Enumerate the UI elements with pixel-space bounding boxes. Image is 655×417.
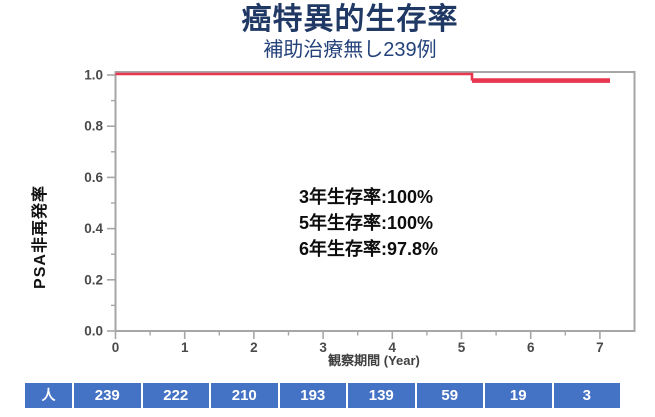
x-tick-label: 7 xyxy=(596,340,604,355)
y-tick-label: 0.0 xyxy=(84,324,103,339)
annotation-line-6yr: 6年生存率:97.8% xyxy=(299,239,439,259)
at-risk-table: 人 239 222 210 193 139 59 19 3 xyxy=(25,383,620,408)
page-title: 癌特異的生存率 xyxy=(241,3,459,36)
x-tick-label: 1 xyxy=(181,340,189,355)
at-risk-cell: 210 xyxy=(211,383,278,408)
at-risk-cell: 222 xyxy=(142,383,209,408)
y-tick-label: 1.0 xyxy=(84,68,103,83)
x-tick-label: 4 xyxy=(389,340,397,355)
x-tick-label: 3 xyxy=(319,340,327,355)
at-risk-cell: 3 xyxy=(553,383,620,408)
survival-rate-annotation: 3年生存率:100% 5年生存率:100% 6年生存率:97.8% xyxy=(299,184,438,262)
at-risk-cell: 59 xyxy=(416,383,483,408)
at-risk-cell: 139 xyxy=(348,383,415,408)
x-tick-label: 0 xyxy=(112,340,120,355)
chart-header: 癌特異的生存率 補助治療無し239例 xyxy=(45,2,655,62)
y-tick-label: 0.4 xyxy=(84,221,103,236)
y-tick-label: 0.2 xyxy=(84,272,103,287)
y-axis-major-ticks xyxy=(107,74,116,332)
y-tick-label: 0.6 xyxy=(84,170,103,185)
y-axis-title: PSA非再発率 xyxy=(32,185,49,289)
x-axis-tick-labels: 0 1 2 3 4 5 6 7 xyxy=(112,340,604,355)
plot-frame xyxy=(114,71,636,332)
at-risk-cell: 193 xyxy=(279,383,346,408)
x-tick-label: 5 xyxy=(458,340,466,355)
y-tick-label: 0.8 xyxy=(84,119,103,134)
annotation-line-5yr: 5年生存率:100% xyxy=(299,213,434,233)
x-axis-title: 観察期間 (Year) xyxy=(328,353,420,368)
x-tick-label: 6 xyxy=(527,340,535,355)
survival-curve xyxy=(115,72,610,83)
x-axis-major-ticks xyxy=(114,331,601,339)
at-risk-header-cell: 人 xyxy=(25,383,72,408)
at-risk-cell: 19 xyxy=(485,383,552,408)
x-tick-label: 2 xyxy=(250,340,258,355)
page-subtitle: 補助治療無し239例 xyxy=(263,39,437,61)
x-axis-minor-ticks xyxy=(149,331,566,336)
annotation-line-3yr: 3年生存率:100% xyxy=(299,187,434,207)
y-axis-tick-labels: 1.0 0.8 0.6 0.4 0.2 0.0 xyxy=(84,68,103,339)
at-risk-cell: 239 xyxy=(74,383,141,408)
y-axis-minor-ticks xyxy=(111,99,116,307)
